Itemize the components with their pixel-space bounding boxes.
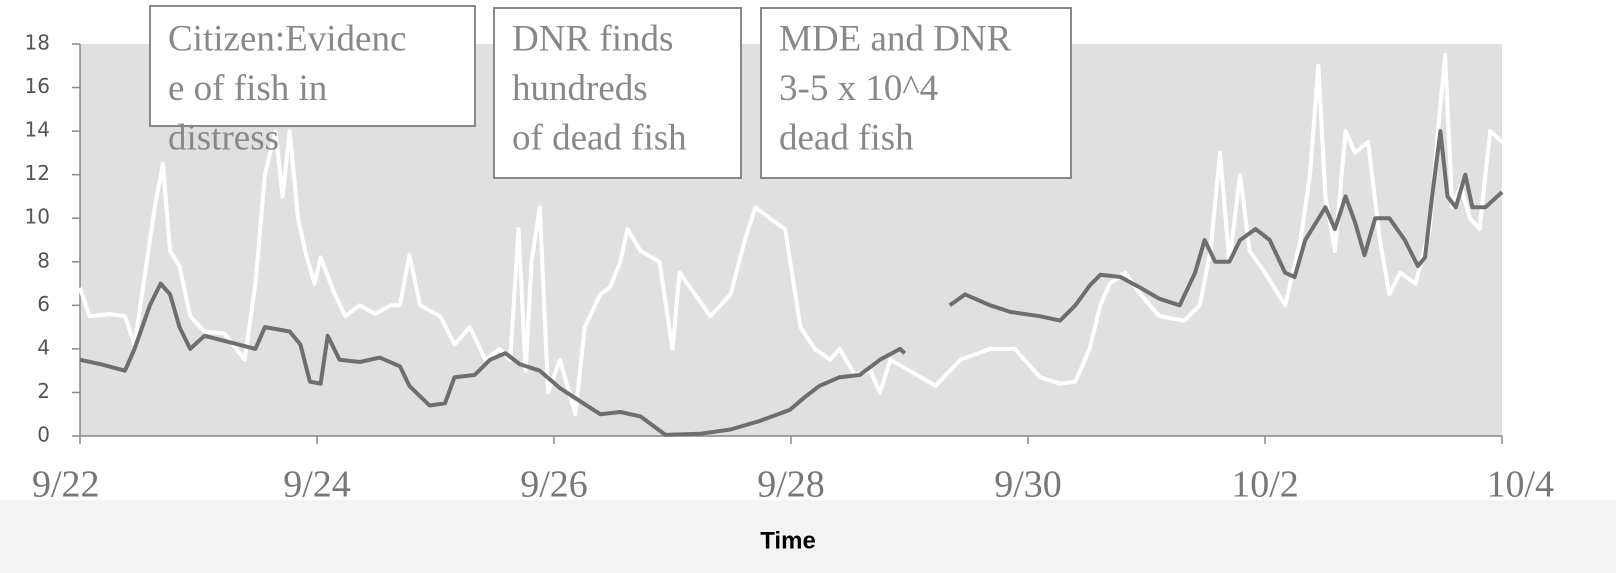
x-axis-label: Time xyxy=(760,527,816,554)
y-tick-label: 16 xyxy=(25,74,50,98)
y-tick-label: 0 xyxy=(37,423,50,447)
y-tick-label: 12 xyxy=(25,161,50,185)
y-tick-label: 6 xyxy=(37,292,50,316)
y-tick-label: 2 xyxy=(37,379,50,403)
x-tick-label: 10/2 xyxy=(1231,464,1299,506)
series-line xyxy=(79,129,1504,437)
x-tick-label: 9/30 xyxy=(994,464,1062,506)
annotation-text: hundreds xyxy=(512,68,648,109)
x-tick-label: 10/4 xyxy=(1486,464,1554,506)
x-tick-label: 9/22 xyxy=(32,464,100,506)
y-tick-label: 18 xyxy=(25,31,50,55)
annotation-text: MDE and DNR xyxy=(779,18,1012,59)
y-tick-label: 4 xyxy=(37,335,50,359)
annotation-box xyxy=(493,7,742,179)
annotation-box xyxy=(149,5,476,127)
annotation-text: distress xyxy=(168,117,279,158)
y-tick-label: 10 xyxy=(25,205,50,229)
x-tick-label: 9/28 xyxy=(757,464,825,506)
x-tick-label: 9/26 xyxy=(520,464,588,506)
x-tick-label: 9/24 xyxy=(283,464,351,506)
y-tick-label: 14 xyxy=(25,118,50,142)
annotation-text: e of fish in xyxy=(168,68,327,109)
y-tick-label: 8 xyxy=(37,248,50,272)
annotation-text: of dead fish xyxy=(512,117,687,158)
annotation-text: DNR finds xyxy=(512,18,673,59)
footer-band xyxy=(0,500,1616,573)
annotation-box xyxy=(760,7,1072,179)
annotation-text: Citizen:Evidenc xyxy=(168,18,406,59)
series-line xyxy=(78,52,1504,417)
annotation-text: 3-5 x 10^4 xyxy=(779,68,938,109)
annotation-text: dead fish xyxy=(779,117,914,158)
